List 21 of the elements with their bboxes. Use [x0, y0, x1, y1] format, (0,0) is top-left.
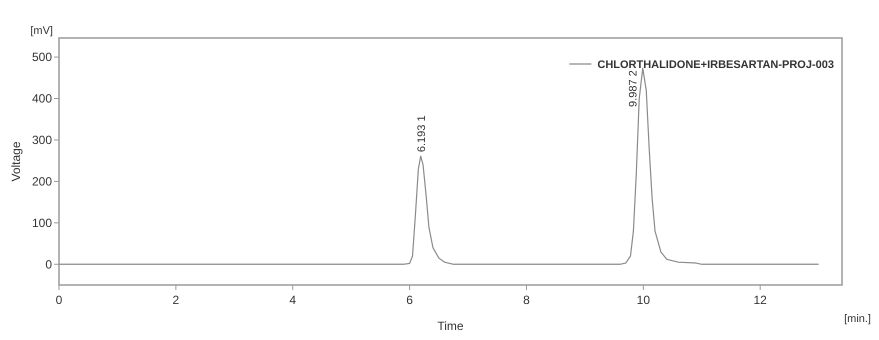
legend-label: CHLORTHALIDONE+IRBESARTAN-PROJ-003: [597, 59, 834, 71]
y-tick-label: 0: [45, 257, 52, 272]
x-tick-label: 4: [289, 293, 296, 307]
x-tick-label: 10: [636, 293, 650, 307]
y-tick-label: 500: [32, 50, 52, 64]
y-axis-title: Voltage: [9, 141, 23, 182]
x-tick-label: 2: [172, 293, 180, 307]
text: [mV]: [30, 25, 53, 37]
x-tick-label: 0: [56, 293, 63, 307]
x-axis-title: Time: [437, 319, 464, 333]
y-tick-label: 300: [32, 132, 52, 147]
line-series: [58, 68, 820, 265]
x-tick-label: 12: [754, 293, 768, 307]
x-tick-label: 8: [523, 293, 530, 307]
y-tick-label: 100: [32, 216, 52, 230]
annotation: 9.987 2: [628, 70, 640, 107]
x-tick-label: 6: [406, 293, 414, 307]
annotation: 6.193 1: [416, 115, 428, 152]
y-tick-label: 400: [32, 92, 52, 106]
text: [min.]: [844, 313, 871, 325]
y-tick-label: 200: [32, 174, 52, 188]
